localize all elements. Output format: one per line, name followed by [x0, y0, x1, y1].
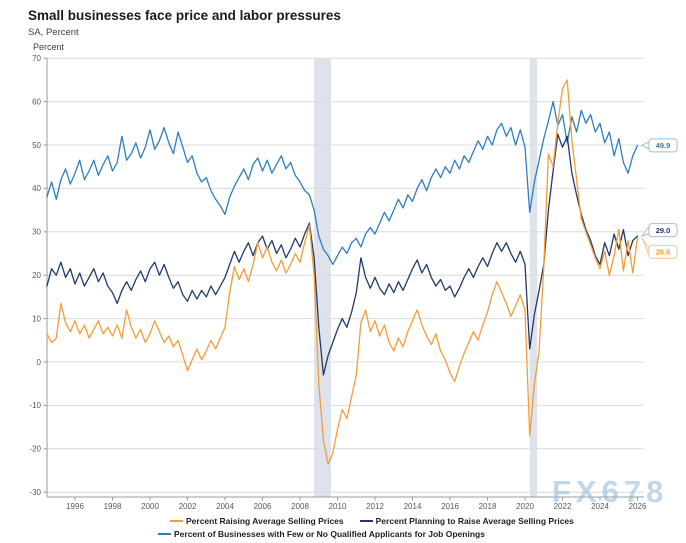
x-tick-label-2014: 2014: [404, 502, 422, 511]
x-tick-label-2010: 2010: [329, 502, 347, 511]
y-tick-label-60: 60: [32, 97, 41, 106]
y-tick-label-10: 10: [32, 314, 41, 323]
legend-item-few-qualified-applicants: Percent of Businesses with Few or No Qua…: [158, 529, 485, 539]
legend-swatch-planning-to-raise: [359, 520, 373, 522]
legend-item-planning-to-raise: Percent Planning to Raise Average Sellin…: [359, 516, 574, 526]
x-tick-label-2008: 2008: [291, 502, 309, 511]
y-tick-label-30: 30: [32, 228, 41, 237]
legend-row-2: Percent of Businesses with Few or No Qua…: [158, 529, 485, 539]
legend-item-raising-prices: Percent Raising Average Selling Prices: [170, 516, 344, 526]
legend-label-raising-prices: Percent Raising Average Selling Prices: [186, 516, 344, 526]
chart-title: Small businesses face price and labor pr…: [28, 8, 341, 23]
x-tick-label-2024: 2024: [591, 502, 609, 511]
x-tick-label-2026: 2026: [629, 502, 647, 511]
recession-band-2: [529, 58, 538, 497]
series-line-1: [46, 133, 639, 376]
x-tick-label-2004: 2004: [216, 502, 234, 511]
y-tick-label--20: -20: [29, 445, 41, 454]
end-label-tail-2: [640, 141, 650, 150]
legend-label-planning-to-raise: Percent Planning to Raise Average Sellin…: [375, 516, 574, 526]
y-tick-label--10: -10: [29, 401, 41, 410]
x-tick-label-2018: 2018: [479, 502, 497, 511]
end-label-value-1: 29.0: [656, 226, 671, 235]
y-tick-label-50: 50: [32, 141, 41, 150]
y-tick-label-40: 40: [32, 184, 41, 193]
x-tick-label-2016: 2016: [441, 502, 459, 511]
chart-subtitle: SA, Percent: [28, 27, 79, 38]
end-label-value-0: 28.6: [656, 248, 671, 257]
end-label-value-2: 49.9: [656, 141, 671, 150]
x-tick-label-1998: 1998: [104, 502, 122, 511]
x-tick-label-2000: 2000: [141, 502, 159, 511]
x-tick-label-2012: 2012: [366, 502, 384, 511]
legend-label-few-qualified-applicants: Percent of Businesses with Few or No Qua…: [174, 529, 485, 539]
recession-band-1: [314, 58, 331, 497]
legend-swatch-raising-prices: [170, 520, 183, 522]
x-tick-label-2022: 2022: [554, 502, 572, 511]
series-line-2: [46, 100, 639, 266]
end-label-box-1: [648, 223, 678, 238]
x-tick-label-2020: 2020: [516, 502, 534, 511]
end-label-box-2: [648, 138, 678, 153]
x-tick-label-2006: 2006: [254, 502, 272, 511]
end-label-tail-0: [641, 237, 650, 256]
legend-swatch-few-qualified-applicants: [158, 533, 171, 535]
y-tick-label--30: -30: [29, 488, 41, 497]
y-tick-label-20: 20: [32, 271, 41, 280]
x-tick-label-2002: 2002: [179, 502, 197, 511]
x-tick-label-1996: 1996: [66, 502, 84, 511]
y-axis-unit-label: Percent: [33, 42, 65, 52]
y-tick-label-0: 0: [37, 358, 42, 367]
series-line-0: [46, 79, 639, 465]
y-tick-label-70: 70: [32, 54, 41, 63]
end-label-box-0: [648, 244, 678, 259]
legend-row-1: Percent Raising Average Selling Prices P…: [170, 516, 574, 526]
